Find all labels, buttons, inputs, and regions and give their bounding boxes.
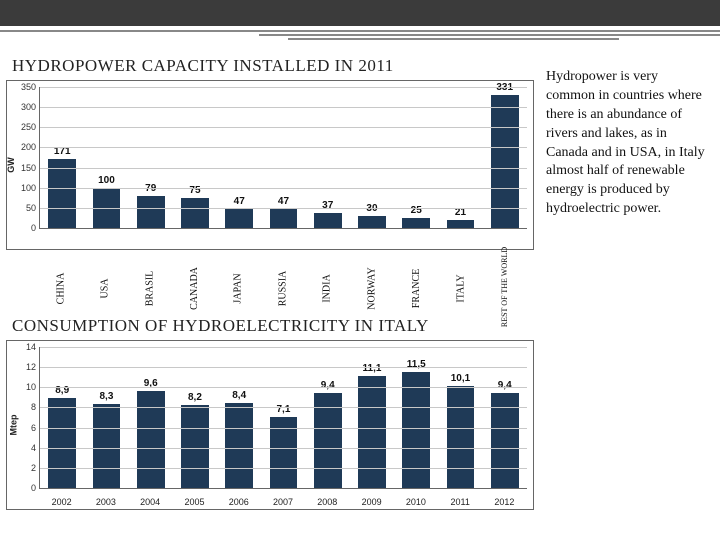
chart-italy-consumption: Mtep 8,98,39,68,28,47,19,411,111,510,19,… xyxy=(6,340,534,510)
xaxis-label: 2008 xyxy=(310,497,345,507)
chart1-categories: CHINA USA BRASIL CANADA JAPAN RUSSIA INDIA NORW… xyxy=(38,256,528,314)
ytick-label: 14 xyxy=(26,342,40,352)
xaxis-label: 2003 xyxy=(89,497,124,507)
xaxis-label: 2011 xyxy=(443,497,478,507)
bar: 75 xyxy=(181,198,209,228)
header-band xyxy=(0,0,720,26)
bar-value-label: 331 xyxy=(496,82,513,95)
ytick-label: 6 xyxy=(31,423,40,433)
bar-value-label: 37 xyxy=(322,200,333,213)
ytick-label: 350 xyxy=(21,82,40,92)
category-label: REST OF THE WORLD xyxy=(501,247,509,327)
ytick-label: 2 xyxy=(31,463,40,473)
bar: 11,5 xyxy=(402,372,430,488)
bar: 30 xyxy=(358,216,386,228)
ytick-label: 50 xyxy=(26,203,40,213)
bar-value-label: 8,4 xyxy=(232,390,246,403)
decorative-lines xyxy=(0,30,720,40)
ytick-label: 250 xyxy=(21,122,40,132)
bar: 21 xyxy=(447,220,475,228)
bar-value-label: 11,1 xyxy=(362,363,381,376)
bar-value-label: 30 xyxy=(366,203,377,216)
ytick-label: 100 xyxy=(21,183,40,193)
xaxis-label: 2009 xyxy=(354,497,389,507)
chart1-ylabel: GW xyxy=(6,157,16,173)
bar-value-label: 10,1 xyxy=(451,373,470,386)
category-label: JAPAN xyxy=(233,273,244,303)
bar: 25 xyxy=(402,218,430,228)
bar-value-label: 79 xyxy=(145,183,156,196)
ytick-label: 8 xyxy=(31,402,40,412)
xaxis-label: 2005 xyxy=(177,497,212,507)
xaxis-label: 2007 xyxy=(266,497,301,507)
chart2-ylabel: Mtep xyxy=(9,415,19,436)
bar-value-label: 9,6 xyxy=(144,378,158,391)
category-label: USA xyxy=(100,278,111,298)
bar-value-label: 11,5 xyxy=(407,359,426,372)
ytick-label: 0 xyxy=(31,223,40,233)
category-label: RUSSIA xyxy=(277,271,288,307)
bar-value-label: 100 xyxy=(98,175,115,188)
ytick-label: 12 xyxy=(26,362,40,372)
bar: 8,9 xyxy=(48,398,76,488)
ytick-label: 300 xyxy=(21,102,40,112)
category-label: CHINA xyxy=(55,273,66,305)
bar: 8,3 xyxy=(93,404,121,488)
bar: 10,1 xyxy=(447,386,475,488)
ytick-label: 4 xyxy=(31,443,40,453)
side-text: Hydropower is very common in countries w… xyxy=(540,50,720,540)
ytick-label: 200 xyxy=(21,142,40,152)
bar: 37 xyxy=(314,213,342,228)
bar: 8,2 xyxy=(181,405,209,488)
chart-hydropower-capacity: GW 171 100 79 75 47 47 37 30 25 21 331 0 50 100 150 20… xyxy=(6,80,534,250)
category-label: CANADA xyxy=(189,267,200,310)
xaxis-label: 2010 xyxy=(399,497,434,507)
chart2-title: CONSUMPTION OF HYDROELECTRICITY IN ITALY xyxy=(12,316,534,336)
category-label: BRASIL xyxy=(144,271,155,307)
category-label: NORWAY xyxy=(366,267,377,309)
bar: 47 xyxy=(270,209,298,228)
xaxis-label: 2004 xyxy=(133,497,168,507)
category-label: FRANCE xyxy=(411,269,422,308)
charts-column: HYDROPOWER CAPACITY INSTALLED IN 2011 GW… xyxy=(0,50,540,540)
bar: 79 xyxy=(137,196,165,228)
bar: 171 xyxy=(48,159,76,228)
ytick-label: 0 xyxy=(31,483,40,493)
xaxis-label: 2002 xyxy=(44,497,79,507)
xaxis-label: 2006 xyxy=(221,497,256,507)
bar: 8,4 xyxy=(225,403,253,488)
bar-value-label: 7,1 xyxy=(277,404,291,417)
bar-value-label: 8,2 xyxy=(188,392,202,405)
bar: 9,6 xyxy=(137,391,165,488)
bar: 47 xyxy=(225,209,253,228)
xaxis-label: 2012 xyxy=(487,497,522,507)
chart1-title: HYDROPOWER CAPACITY INSTALLED IN 2011 xyxy=(12,56,534,76)
bar-value-label: 8,3 xyxy=(100,391,114,404)
ytick-label: 150 xyxy=(21,163,40,173)
category-label: ITALY xyxy=(455,274,466,302)
category-label: INDIA xyxy=(322,274,333,302)
bar: 11,1 xyxy=(358,376,386,488)
ytick-label: 10 xyxy=(26,382,40,392)
